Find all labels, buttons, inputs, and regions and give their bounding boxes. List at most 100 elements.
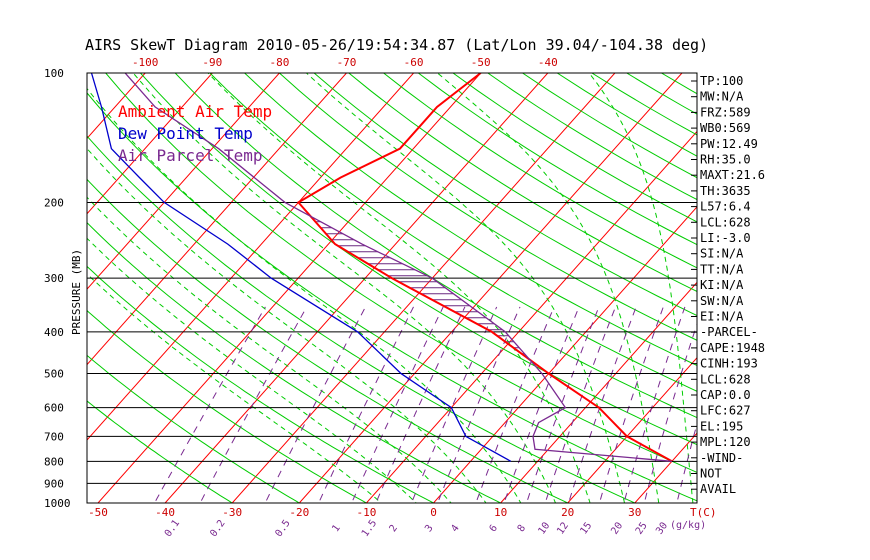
index-entry: KI:N/A — [700, 278, 744, 292]
dry-adiabat-line — [87, 221, 502, 503]
dry-adiabat-line — [87, 400, 234, 503]
index-entry: AVAIL — [700, 482, 736, 496]
index-entry: MW:N/A — [700, 90, 744, 104]
pressure-tick-label: 900 — [44, 477, 64, 490]
isotherm-line — [87, 73, 414, 441]
top-temp-tick-label: -40 — [538, 56, 558, 69]
bottom-temp-tick-label: -20 — [289, 506, 309, 519]
isotherm-line — [97, 73, 482, 503]
mixing-ratio-tick-label: 20 — [609, 520, 625, 536]
index-entry: TP:100 — [700, 74, 743, 88]
mixing-unit-label: (g/kg) — [670, 520, 706, 531]
bottom-temp-tick-label: 0 — [430, 506, 437, 519]
index-entry: TH:3635 — [700, 184, 751, 198]
dry-adiabat-line — [313, 73, 697, 317]
moist-adiabat-line — [588, 73, 694, 503]
index-entry: EI:N/A — [700, 310, 744, 324]
mixing-ratio-line — [351, 306, 444, 503]
index-entry: MAXT:21.6 — [700, 168, 765, 182]
legend-entry: Ambient Air Temp — [118, 102, 272, 121]
mixing-ratio-line — [264, 306, 366, 503]
top-temp-tick-label: -70 — [337, 56, 357, 69]
pressure-tick-label: 800 — [44, 455, 64, 468]
isotherm-line — [567, 356, 697, 503]
dry-adiabat-line — [661, 73, 697, 95]
index-entry: CAP:0.0 — [700, 388, 751, 402]
index-entry: LCL:628 — [700, 215, 751, 229]
moist-adiabat-line — [305, 73, 626, 503]
x-unit-label: T(C) — [690, 506, 717, 519]
moist-adiabat-line — [436, 73, 660, 503]
top-temp-tick-label: -80 — [269, 56, 289, 69]
dry-adiabat-line — [174, 73, 697, 419]
index-entry: NOT — [700, 467, 722, 481]
isotherm-line — [164, 73, 549, 503]
dry-adiabat-line — [105, 73, 697, 474]
mixing-ratio-tick-label: 6 — [488, 523, 500, 534]
dry-adiabat-line — [244, 73, 697, 366]
mixing-ratio-line — [199, 306, 308, 503]
index-entry: TT:N/A — [700, 262, 744, 276]
dry-adiabat-line — [87, 265, 435, 503]
bottom-temp-tick-label: -40 — [155, 506, 175, 519]
isotherm-line — [0, 73, 11, 503]
cape-hatch — [315, 221, 525, 355]
isotherm-line — [298, 73, 683, 503]
index-entry: -PARCEL- — [700, 325, 758, 339]
moist-adiabat-line — [87, 87, 522, 503]
bottom-temp-tick-label: -30 — [222, 506, 242, 519]
mixing-ratio-tick-label: 15 — [579, 520, 595, 536]
pressure-tick-label: 1000 — [44, 497, 71, 510]
dry-adiabat-line — [209, 73, 697, 392]
index-entry: -WIND- — [700, 451, 743, 465]
plot-frame — [86, 72, 698, 504]
index-entry: SW:N/A — [700, 294, 744, 308]
index-entry: L57:6.4 — [700, 200, 751, 214]
pressure-tick-label: 500 — [44, 368, 64, 381]
index-entry: LCL:628 — [700, 372, 751, 386]
bottom-temp-tick-label: 10 — [494, 506, 507, 519]
mixing-ratio-tick-label: 12 — [555, 521, 571, 537]
index-entry: RH:35.0 — [700, 153, 751, 167]
moist-adiabat-line — [87, 237, 417, 503]
chart-title: AIRS SkewT Diagram 2010-05-26/19:54:34.8… — [85, 36, 708, 54]
index-entry: WB0:569 — [700, 121, 751, 135]
series-layer — [90, 73, 673, 463]
legend-entry: Dew Point Temp — [118, 124, 253, 143]
mixing-ratio-tick-label: 25 — [634, 520, 650, 536]
pressure-tick-label: 600 — [44, 402, 64, 415]
moist-adiabat-line — [87, 147, 487, 503]
pressure-tick-label: 100 — [44, 67, 64, 80]
mixing-ratio-tick-label: 3 — [423, 523, 435, 534]
mixing-ratio-tick-label: 0.2 — [208, 518, 227, 539]
index-entry: LFC:627 — [700, 404, 751, 418]
dry-adiabat-line — [383, 73, 697, 269]
mixing-ratio-tick-label: 2 — [388, 523, 400, 534]
index-entry: EL:195 — [700, 419, 743, 433]
dry-adiabat-line — [279, 73, 697, 341]
top-temp-tick-label: -60 — [404, 56, 424, 69]
mixing-ratio-tick-label: 1 — [330, 523, 342, 534]
isotherm-line — [366, 130, 697, 503]
moist-adiabat-line — [207, 73, 591, 503]
isotherm-line — [0, 73, 78, 503]
series-line-air-parcel-temp — [124, 73, 672, 462]
index-entry: LI:-3.0 — [700, 231, 751, 245]
top-temp-tick-label: -90 — [202, 56, 222, 69]
dry-adiabat-line — [348, 73, 697, 293]
index-entry: CINH:193 — [700, 357, 758, 371]
mixing-ratio-tick-label: 30 — [654, 520, 670, 536]
dry-adiabat-line — [766, 73, 870, 512]
y-axis-label: PRESSURE (MB) — [70, 249, 83, 335]
top-temp-tick-label: -50 — [471, 56, 491, 69]
dry-adiabat-line — [487, 73, 697, 201]
bottom-temp-tick-label: 30 — [628, 506, 641, 519]
isotherm-line — [87, 73, 347, 366]
bottom-temp-tick-label: -50 — [88, 506, 108, 519]
pressure-tick-label: 400 — [44, 326, 64, 339]
index-entry: MPL:120 — [700, 435, 751, 449]
isotherm-line — [87, 73, 280, 290]
pressure-tick-label: 700 — [44, 430, 64, 443]
index-entry: CAPE:1948 — [700, 341, 765, 355]
mixing-ratio-line — [544, 306, 616, 503]
